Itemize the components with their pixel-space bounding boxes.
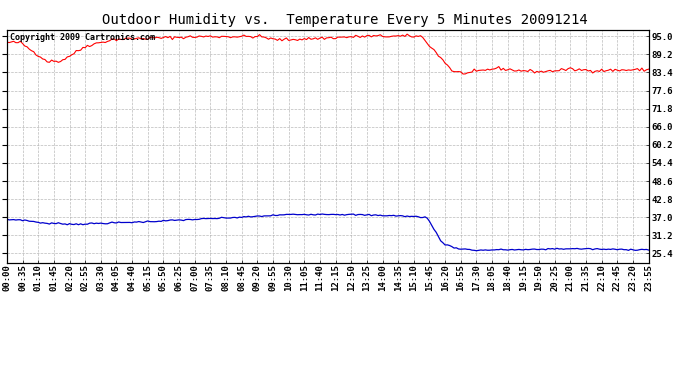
Text: Copyright 2009 Cartronics.com: Copyright 2009 Cartronics.com (10, 33, 155, 42)
Text: Outdoor Humidity vs.  Temperature Every 5 Minutes 20091214: Outdoor Humidity vs. Temperature Every 5… (102, 13, 588, 27)
